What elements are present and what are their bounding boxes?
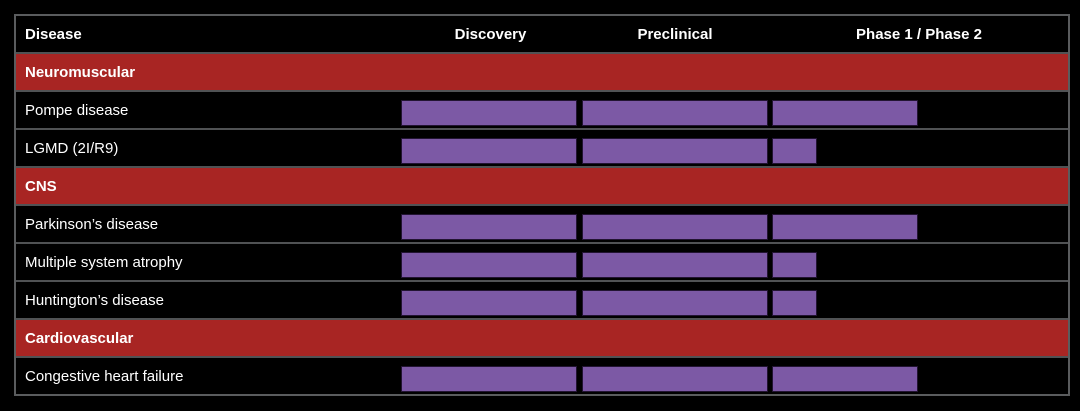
discovery-bar-segment (401, 213, 577, 240)
phase1-phase2-cell (770, 130, 1068, 166)
preclinical-cell (580, 130, 770, 166)
phase1-phase2-cell (770, 206, 1068, 242)
phase1-phase2-bar-segment (772, 99, 918, 126)
pipeline-table: Disease Discovery Preclinical Phase 1 / … (14, 14, 1070, 396)
phase1-phase2-cell (770, 282, 1068, 318)
preclinical-bar-segment (582, 99, 768, 126)
preclinical-cell (580, 282, 770, 318)
disease-name: Multiple system atrophy (25, 253, 183, 271)
discovery-cell (401, 244, 580, 280)
discovery-cell (401, 206, 580, 242)
discovery-bar-segment (401, 251, 577, 278)
discovery-cell (401, 130, 580, 166)
discovery-bar-segment (401, 365, 577, 392)
preclinical-bar-segment (582, 365, 768, 392)
table-header-row: Disease Discovery Preclinical Phase 1 / … (16, 16, 1068, 52)
preclinical-bar-segment (582, 213, 768, 240)
phase1-phase2-bar-segment (772, 137, 817, 164)
column-header-phase1-phase2: Phase 1 / Phase 2 (856, 25, 982, 43)
phase1-phase2-cell (770, 244, 1068, 280)
phase1-phase2-bar-segment (772, 365, 918, 392)
discovery-bar-segment (401, 289, 577, 316)
discovery-cell (401, 92, 580, 128)
category-label: CNS (25, 177, 57, 195)
preclinical-cell (580, 358, 770, 394)
disease-name: LGMD (2I/R9) (25, 139, 119, 157)
disease-name: Congestive heart failure (25, 367, 184, 385)
category-row: Neuromuscular (16, 52, 1068, 90)
disease-name: Pompe disease (25, 101, 129, 119)
column-header-discovery: Discovery (454, 25, 527, 43)
preclinical-bar-segment (582, 137, 768, 164)
phase1-phase2-cell (770, 358, 1068, 394)
category-row: CNS (16, 166, 1068, 204)
discovery-cell (401, 358, 580, 394)
disease-row: LGMD (2I/R9) (16, 128, 1068, 166)
phase1-phase2-bar-segment (772, 213, 918, 240)
phase1-phase2-bar-segment (772, 251, 817, 278)
disease-name: Huntington’s disease (25, 291, 164, 309)
discovery-cell (401, 282, 580, 318)
disease-row: Huntington’s disease (16, 280, 1068, 318)
category-label: Cardiovascular (25, 329, 134, 347)
category-label: Neuromuscular (25, 63, 136, 81)
column-header-disease: Disease (25, 25, 82, 43)
disease-row: Parkinson’s disease (16, 204, 1068, 242)
disease-row: Congestive heart failure (16, 356, 1068, 394)
phase1-phase2-bar-segment (772, 289, 817, 316)
preclinical-bar-segment (582, 289, 768, 316)
disease-name: Parkinson’s disease (25, 215, 159, 233)
disease-row: Pompe disease (16, 90, 1068, 128)
discovery-bar-segment (401, 137, 577, 164)
preclinical-cell (580, 244, 770, 280)
category-row: Cardiovascular (16, 318, 1068, 356)
column-header-preclinical: Preclinical (637, 25, 713, 43)
phase1-phase2-cell (770, 92, 1068, 128)
discovery-bar-segment (401, 99, 577, 126)
preclinical-cell (580, 92, 770, 128)
preclinical-cell (580, 206, 770, 242)
disease-row: Multiple system atrophy (16, 242, 1068, 280)
preclinical-bar-segment (582, 251, 768, 278)
